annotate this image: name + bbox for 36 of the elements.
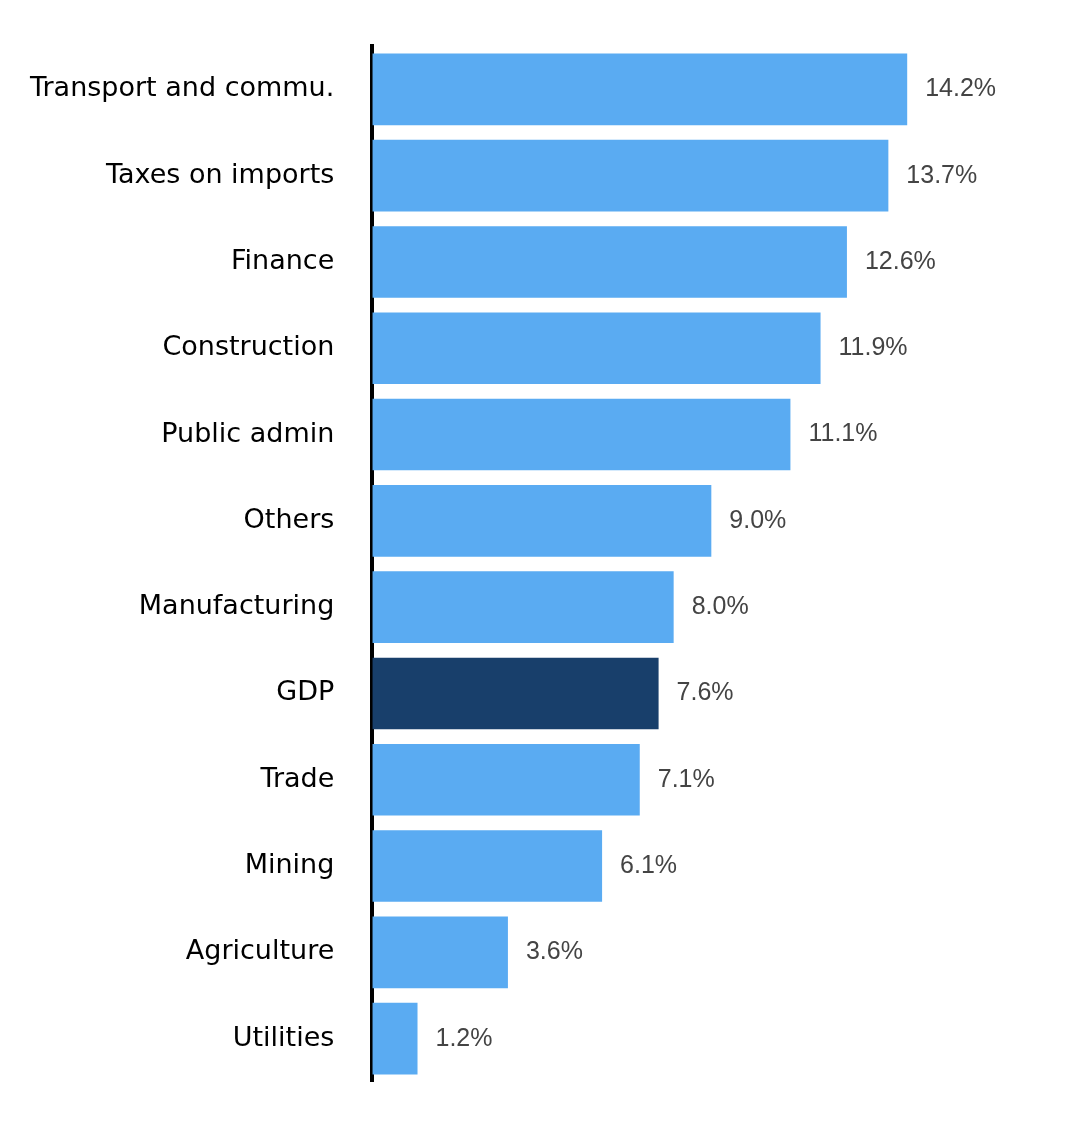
- data-label: 7.6%: [676, 677, 734, 706]
- y-tick-label: Agriculture: [185, 934, 335, 966]
- y-tick-label: GDP: [276, 675, 335, 707]
- y-tick-label: Manufacturing: [138, 589, 335, 621]
- data-label: 8.0%: [691, 591, 749, 620]
- y-tick-label: Mining: [244, 848, 335, 880]
- bar: [372, 53, 908, 126]
- bar: [372, 398, 791, 471]
- bar: [372, 485, 712, 557]
- y-tick-label: Taxes on imports: [104, 157, 335, 189]
- y-tick-label: Utilities: [232, 1020, 335, 1052]
- y-tick-label: Others: [243, 502, 335, 534]
- data-label: 11.1%: [808, 418, 878, 447]
- y-tick-label: Public admin: [161, 416, 335, 448]
- bar: [372, 657, 659, 730]
- data-label: 12.6%: [864, 245, 936, 274]
- data-label: 1.2%: [435, 1022, 493, 1051]
- bar: [372, 830, 603, 902]
- data-label: 3.6%: [525, 936, 583, 965]
- y-tick-label: Construction: [162, 330, 335, 362]
- data-label: 14.2%: [925, 73, 997, 102]
- bar: [372, 226, 847, 298]
- y-tick-label: Finance: [231, 243, 335, 275]
- bar: [372, 571, 674, 643]
- bar: [372, 916, 508, 989]
- bar: [372, 743, 640, 816]
- y-tick-label: Transport and commu.: [28, 71, 335, 103]
- bar: [372, 139, 889, 212]
- data-label: 13.7%: [906, 159, 978, 188]
- data-label: 11.9%: [838, 332, 908, 361]
- data-label: 6.1%: [620, 849, 678, 878]
- data-label: 9.0%: [729, 504, 787, 533]
- bar: [372, 312, 821, 385]
- bar: [372, 1002, 418, 1075]
- y-tick-label: Trade: [259, 761, 335, 793]
- data-label: 7.1%: [657, 763, 715, 792]
